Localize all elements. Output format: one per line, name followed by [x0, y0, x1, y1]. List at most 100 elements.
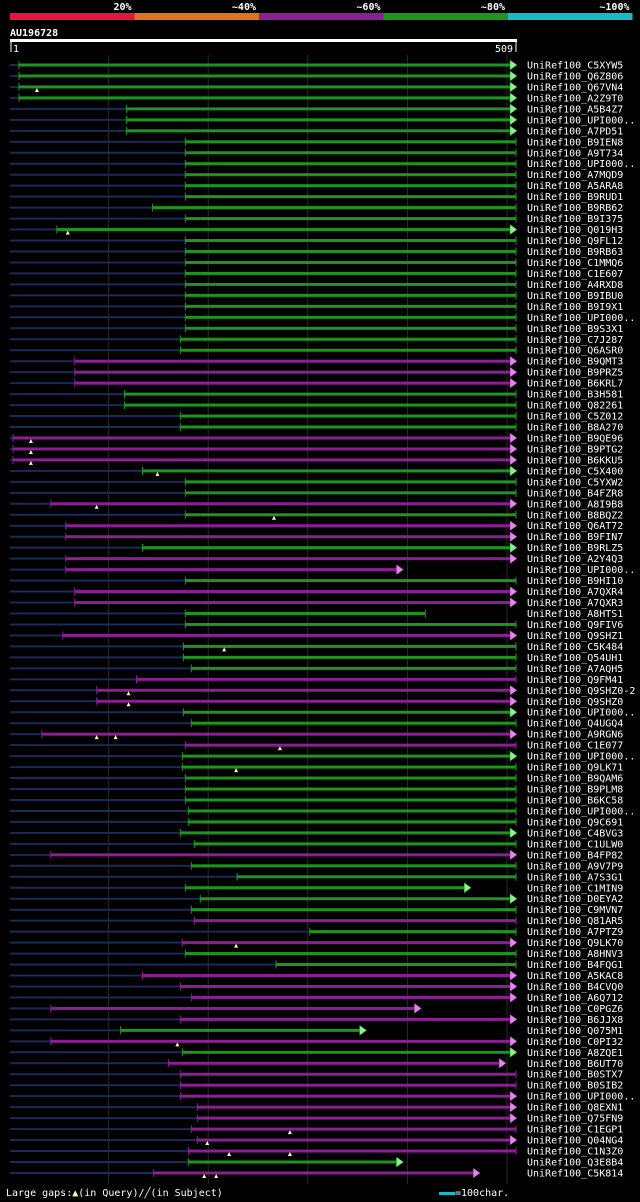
hit-row[interactable]: UniRef100_B6KKU5 — [10, 454, 623, 467]
hit-row[interactable]: UniRef100_C5YXW2 — [10, 477, 623, 488]
hit-name[interactable]: UniRef100_A6Q712 — [527, 993, 623, 1004]
hit-row[interactable]: UniRef100_UPI000.. — [10, 313, 635, 324]
hit-row[interactable]: UniRef100_C5K484 — [10, 642, 623, 653]
hit-name[interactable]: UniRef100_Q04NG4 — [527, 1136, 623, 1147]
hit-name[interactable]: UniRef100_Q075M1 — [527, 1026, 623, 1037]
hit-row[interactable]: UniRef100_C9MVN7 — [10, 905, 623, 916]
hit-row[interactable]: UniRef100_C1E607 — [10, 269, 623, 280]
hit-name[interactable]: UniRef100_B0SIB2 — [527, 1081, 623, 1092]
hit-row[interactable]: UniRef100_C0PI32 — [10, 1035, 623, 1048]
hit-name[interactable]: UniRef100_B3H581 — [527, 390, 623, 401]
hit-row[interactable]: UniRef100_UPI000.. — [10, 114, 635, 127]
hit-row[interactable]: UniRef100_C5Z012 — [10, 412, 623, 423]
hit-name[interactable]: UniRef100_Q019H3 — [527, 225, 623, 236]
hit-row[interactable]: UniRef100_A5B4Z7 — [10, 103, 623, 116]
hit-row[interactable]: UniRef100_Q04NG4 — [10, 1134, 623, 1147]
hit-row[interactable]: UniRef100_Q67VN4 — [10, 81, 623, 94]
hit-name[interactable]: UniRef100_A5KAC8 — [527, 971, 623, 982]
hit-row[interactable]: UniRef100_B9I9X1 — [10, 302, 623, 313]
hit-row[interactable]: UniRef100_C5X400 — [10, 465, 623, 478]
hit-row[interactable]: UniRef100_B0SIB2 — [10, 1081, 623, 1092]
hit-row[interactable]: UniRef100_Q075M1 — [10, 1024, 623, 1037]
hit-row[interactable]: UniRef100_Q9FM41 — [10, 675, 623, 686]
hit-name[interactable]: UniRef100_C1E607 — [527, 269, 623, 280]
hit-row[interactable]: UniRef100_Q019H3 — [10, 224, 623, 237]
hit-name[interactable]: UniRef100_A7PD51 — [527, 126, 623, 137]
hit-row[interactable]: UniRef100_UPI000.. — [10, 806, 635, 817]
hit-row[interactable]: UniRef100_C1N3Z0 — [10, 1147, 623, 1158]
hit-row[interactable]: UniRef100_Q9C691 — [10, 817, 623, 828]
hit-name[interactable]: UniRef100_C0PI32 — [527, 1037, 623, 1048]
hit-name[interactable]: UniRef100_C1N3Z0 — [527, 1147, 623, 1158]
hit-name[interactable]: UniRef100_UPI000.. — [527, 1092, 635, 1103]
hit-row[interactable]: UniRef100_UPI000.. — [10, 564, 635, 577]
hit-name[interactable]: UniRef100_UPI000.. — [527, 115, 635, 126]
hit-name[interactable]: UniRef100_Q9C691 — [527, 817, 623, 828]
hit-name[interactable]: UniRef100_Q4UGQ4 — [527, 719, 623, 730]
hit-name[interactable]: UniRef100_Q6Z806 — [527, 71, 623, 82]
hit-row[interactable]: UniRef100_B6UT70 — [10, 1057, 623, 1070]
hit-name[interactable]: UniRef100_B9I9X1 — [527, 302, 623, 313]
hit-name[interactable]: UniRef100_A2Z9T0 — [527, 93, 623, 104]
hit-row[interactable]: UniRef100_C5K814 — [10, 1167, 623, 1180]
hit-row[interactable]: UniRef100_B9IBU0 — [10, 291, 623, 302]
hit-row[interactable]: UniRef100_Q6Z806 — [10, 70, 623, 83]
hit-name[interactable]: UniRef100_A7QXR4 — [527, 587, 623, 598]
hit-row[interactable]: UniRef100_B9PTG2 — [10, 443, 623, 456]
hit-row[interactable]: UniRef100_C1E077 — [10, 741, 623, 752]
hit-row[interactable]: UniRef100_A9T734 — [10, 148, 623, 159]
hit-name[interactable]: UniRef100_C5YXW2 — [527, 477, 623, 488]
hit-name[interactable]: UniRef100_C1MIN9 — [527, 883, 623, 894]
hit-row[interactable]: UniRef100_B9RLZ5 — [10, 542, 623, 555]
hit-row[interactable]: UniRef100_C7J287 — [10, 335, 623, 346]
hit-row[interactable]: UniRef100_Q3E8B4 — [10, 1156, 623, 1169]
hit-name[interactable]: UniRef100_B9RLZ5 — [527, 543, 623, 554]
hit-name[interactable]: UniRef100_Q9FM41 — [527, 675, 623, 686]
hit-row[interactable]: UniRef100_C1EGP1 — [10, 1125, 623, 1136]
hit-row[interactable]: UniRef100_A7PD51 — [10, 125, 623, 138]
hit-row[interactable]: UniRef100_A8HNV3 — [10, 949, 623, 960]
hit-row[interactable]: UniRef100_A7S3G1 — [10, 872, 623, 883]
hit-name[interactable]: UniRef100_B4FQG1 — [527, 960, 623, 971]
hit-name[interactable]: UniRef100_B9RB63 — [527, 247, 623, 258]
hit-row[interactable]: UniRef100_Q81AR5 — [10, 916, 623, 927]
hit-name[interactable]: UniRef100_Q9SHZ0 — [527, 697, 623, 708]
hit-row[interactable]: UniRef100_A7AQH5 — [10, 664, 623, 675]
hit-name[interactable]: UniRef100_A7S3G1 — [527, 872, 623, 883]
hit-row[interactable]: UniRef100_B9HI10 — [10, 576, 623, 587]
hit-name[interactable]: UniRef100_UPI000.. — [527, 313, 635, 324]
hit-row[interactable]: UniRef100_B4CVQ0 — [10, 980, 623, 993]
hit-row[interactable]: UniRef100_B9FIN7 — [10, 531, 623, 544]
hit-name[interactable]: UniRef100_UPI000.. — [527, 708, 635, 719]
hit-name[interactable]: UniRef100_C1ULW0 — [527, 839, 623, 850]
hit-row[interactable]: UniRef100_C4BVG3 — [10, 827, 623, 840]
hit-row[interactable]: UniRef100_Q9SHZ1 — [10, 629, 623, 642]
hit-row[interactable]: UniRef100_Q9FIV6 — [10, 620, 623, 631]
hit-name[interactable]: UniRef100_Q3E8B4 — [527, 1158, 623, 1169]
hit-name[interactable]: UniRef100_Q6AT72 — [527, 521, 623, 532]
hit-name[interactable]: UniRef100_B4FZR8 — [527, 488, 623, 499]
hit-row[interactable]: UniRef100_A7QXR4 — [10, 586, 623, 599]
hit-name[interactable]: UniRef100_A9V7P9 — [527, 861, 623, 872]
hit-name[interactable]: UniRef100_B9FIN7 — [527, 532, 623, 543]
hit-name[interactable]: UniRef100_C0PGZ6 — [527, 1004, 623, 1015]
hit-name[interactable]: UniRef100_B9RB62 — [527, 203, 623, 214]
hit-name[interactable]: UniRef100_C5K484 — [527, 642, 623, 653]
hit-name[interactable]: UniRef100_A7AQH5 — [527, 664, 623, 675]
hit-row[interactable]: UniRef100_A9V7P9 — [10, 861, 623, 872]
hit-row[interactable]: UniRef100_B9RUD1 — [10, 192, 623, 203]
hit-name[interactable]: UniRef100_Q9SHZ1 — [527, 631, 623, 642]
hit-name[interactable]: UniRef100_A9T734 — [527, 148, 623, 159]
hit-name[interactable]: UniRef100_A4RXD8 — [527, 280, 623, 291]
hit-row[interactable]: UniRef100_B9RB63 — [10, 247, 623, 258]
hit-name[interactable]: UniRef100_Q67VN4 — [527, 82, 623, 93]
hit-row[interactable]: UniRef100_A7MQD9 — [10, 170, 623, 181]
hit-name[interactable]: UniRef100_B9PTG2 — [527, 444, 623, 455]
hit-name[interactable]: UniRef100_C1E077 — [527, 741, 623, 752]
hit-row[interactable]: UniRef100_A7PTZ9 — [10, 927, 623, 938]
hit-row[interactable]: UniRef100_C1MMQ6 — [10, 258, 623, 269]
hit-name[interactable]: UniRef100_C4BVG3 — [527, 828, 623, 839]
hit-name[interactable]: UniRef100_B9QE96 — [527, 433, 623, 444]
hit-name[interactable]: UniRef100_B6JJX8 — [527, 1015, 623, 1026]
hit-name[interactable]: UniRef100_B0STX7 — [527, 1070, 623, 1081]
